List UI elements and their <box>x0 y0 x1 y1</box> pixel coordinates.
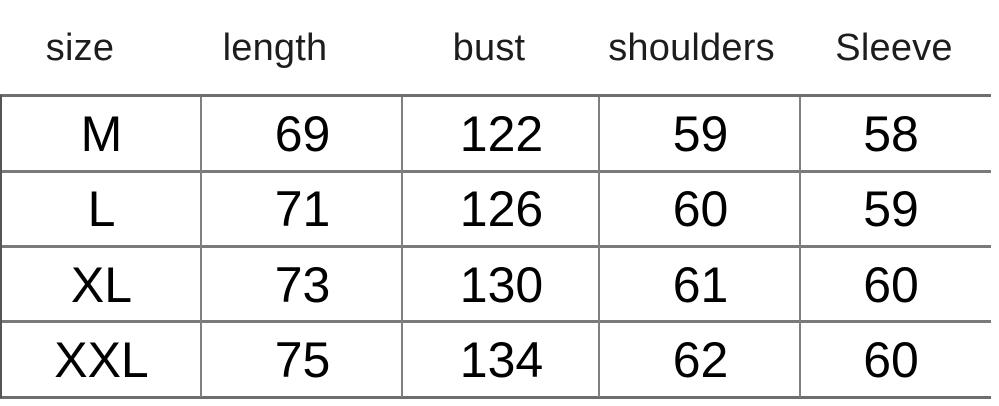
cell-length: 71 <box>274 180 331 237</box>
cell-length: 73 <box>274 256 331 313</box>
table-bottom-rule <box>0 396 991 399</box>
cell-bust: 134 <box>459 331 544 388</box>
cell-size: XXL <box>54 331 149 388</box>
table-row: XL 73 130 61 60 <box>0 247 999 322</box>
table-header-row: size length bust shoulders Sleeve <box>0 0 999 96</box>
cell-sleeve: 59 <box>863 180 919 237</box>
cell-size: XL <box>70 256 133 313</box>
cell-bust: 130 <box>459 256 544 313</box>
table-left-border <box>0 95 2 398</box>
table-row: XXL 75 134 62 60 <box>0 322 999 397</box>
cell-size: L <box>87 180 116 237</box>
cell-shoulders: 60 <box>672 180 729 237</box>
row-separator-rule <box>0 245 991 248</box>
header-separator-rule <box>0 94 991 97</box>
column-header-sleeve: Sleeve <box>835 27 953 69</box>
cell-sleeve: 58 <box>863 105 919 162</box>
row-separator-rule <box>0 320 991 323</box>
cell-length: 75 <box>274 331 331 388</box>
column-header-shoulders: shoulders <box>608 27 775 69</box>
column-header-size: size <box>45 27 115 69</box>
cell-shoulders: 59 <box>672 105 729 162</box>
column-header-length: length <box>222 27 328 69</box>
cell-bust: 126 <box>459 180 544 237</box>
cell-shoulders: 62 <box>672 331 729 388</box>
cell-sleeve: 60 <box>863 331 919 388</box>
column-divider <box>598 97 600 397</box>
cell-size: M <box>80 105 123 162</box>
table-row: M 69 122 59 58 <box>0 96 999 171</box>
cell-bust: 122 <box>459 105 544 162</box>
column-divider <box>200 97 202 397</box>
cell-length: 69 <box>274 105 331 162</box>
row-separator-rule <box>0 170 991 173</box>
column-divider <box>799 97 801 397</box>
clipped-next-row <box>0 402 991 406</box>
column-header-bust: bust <box>452 27 526 69</box>
column-divider <box>401 97 403 397</box>
cell-shoulders: 61 <box>672 256 729 313</box>
table-row: L 71 126 60 59 <box>0 171 999 246</box>
table-body: M 69 122 59 58 L 71 126 60 59 XL 73 130 … <box>0 96 999 406</box>
cell-sleeve: 60 <box>863 256 919 313</box>
